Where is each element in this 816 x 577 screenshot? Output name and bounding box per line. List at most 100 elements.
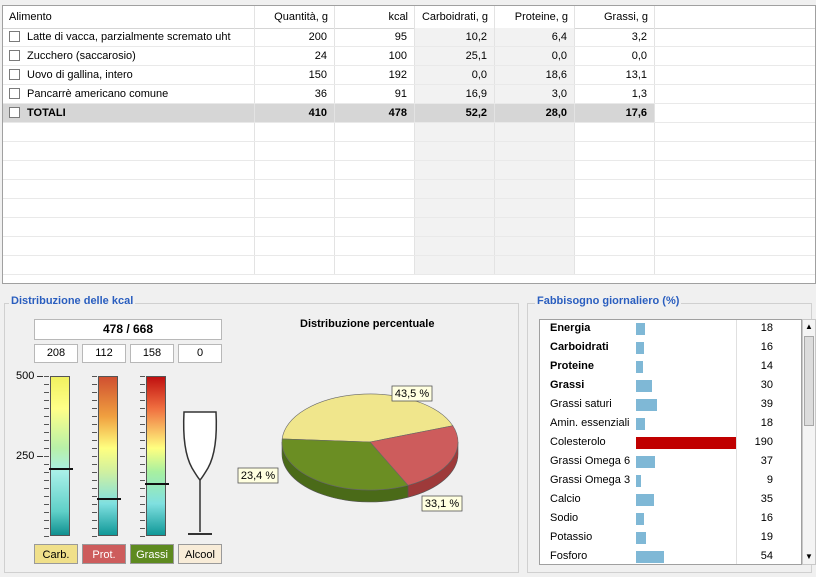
need-row[interactable]: Colesterolo 190 xyxy=(540,434,785,453)
need-row[interactable]: Energia 18 xyxy=(540,320,785,339)
need-bar xyxy=(636,418,645,430)
col-header-grassi[interactable]: Grassi, g xyxy=(575,6,655,28)
need-separator xyxy=(736,548,737,564)
legend-alcohol: Alcool xyxy=(178,544,222,564)
need-row[interactable]: Amin. essenziali 18 xyxy=(540,415,785,434)
scroll-thumb[interactable] xyxy=(804,336,814,426)
empty-cell xyxy=(495,218,575,236)
empty-cell xyxy=(255,199,335,217)
cell-alimento: Zucchero (saccarosio) xyxy=(3,47,255,65)
scale-tick xyxy=(140,512,145,513)
table-row[interactable]: Latte di vacca, parzialmente scremato uh… xyxy=(3,28,815,47)
empty-cell xyxy=(3,123,255,141)
empty-cell xyxy=(255,256,335,274)
need-row[interactable]: Grassi 30 xyxy=(540,377,785,396)
empty-cell xyxy=(495,123,575,141)
need-row[interactable]: Calcio 35 xyxy=(540,491,785,510)
kcal-prot-field: 112 xyxy=(82,344,126,363)
empty-cell xyxy=(3,142,255,160)
need-row[interactable]: Fosforo 54 xyxy=(540,548,785,564)
need-separator xyxy=(736,434,737,453)
empty-cell xyxy=(335,256,415,274)
col-header-kcal[interactable]: kcal xyxy=(335,6,415,28)
scale-tick xyxy=(44,472,49,473)
cell-prot: 28,0 xyxy=(495,104,575,122)
table-row[interactable]: Uovo di gallina, intero 150 192 0,0 18,6 13,1 xyxy=(3,66,815,85)
prot-thermometer xyxy=(97,376,121,536)
need-row[interactable]: Grassi Omega 3 9 xyxy=(540,472,785,491)
needs-list[interactable]: Energia 18 Carboidrati 16 Proteine 14 Grassi 30… xyxy=(539,319,802,565)
scale-tick xyxy=(44,496,49,497)
scale-tick xyxy=(44,408,49,409)
empty-cell xyxy=(415,161,495,179)
food-name: Latte di vacca, parzialmente scremato uh… xyxy=(27,31,231,43)
empty-cell xyxy=(415,142,495,160)
empty-row xyxy=(3,161,815,180)
col-header-carboidrati[interactable]: Carboidrati, g xyxy=(415,6,495,28)
needs-scrollbar[interactable]: ▲ ▼ xyxy=(802,319,816,565)
need-bar xyxy=(636,361,643,373)
need-row[interactable]: Grassi saturi 39 xyxy=(540,396,785,415)
empty-cell xyxy=(255,237,335,255)
empty-cell xyxy=(3,218,255,236)
scale-tick xyxy=(44,536,49,537)
need-row[interactable]: Grassi Omega 6 37 xyxy=(540,453,785,472)
col-header-quantita[interactable]: Quantità, g xyxy=(255,6,335,28)
row-checkbox[interactable] xyxy=(9,31,20,42)
col-header-alimento[interactable]: Alimento xyxy=(3,6,255,28)
need-value: 16 xyxy=(760,512,773,524)
fat-thermometer xyxy=(145,376,169,536)
carb-level-marker xyxy=(49,468,73,470)
scale-tick xyxy=(140,440,145,441)
need-value: 54 xyxy=(760,550,773,562)
total-row[interactable]: TOTALI 410 478 52,2 28,0 17,6 xyxy=(3,104,815,123)
scale-tick xyxy=(140,448,145,449)
food-name: Pancarrè americano comune xyxy=(27,88,169,100)
need-row[interactable]: Carboidrati 16 xyxy=(540,339,785,358)
scale-tick xyxy=(92,528,97,529)
scale-tick xyxy=(92,512,97,513)
cell-fat: 1,3 xyxy=(575,85,655,103)
scale-tick xyxy=(44,424,49,425)
scale-tick xyxy=(140,424,145,425)
cell-alimento: Uovo di gallina, intero xyxy=(3,66,255,84)
scale-tick xyxy=(92,408,97,409)
empty-cell xyxy=(495,161,575,179)
pie-slice-grassi xyxy=(281,438,409,491)
empty-cell xyxy=(415,123,495,141)
cell-fat: 3,2 xyxy=(575,28,655,46)
need-value: 37 xyxy=(760,455,773,467)
row-checkbox[interactable] xyxy=(9,50,20,61)
need-value: 18 xyxy=(760,322,773,334)
need-separator xyxy=(736,510,737,529)
empty-cell xyxy=(3,256,255,274)
table-row[interactable]: Pancarrè americano comune 36 91 16,9 3,0 1,3 xyxy=(3,85,815,104)
empty-cell xyxy=(415,237,495,255)
scale-tick xyxy=(140,400,145,401)
need-row[interactable]: Sodio 16 xyxy=(540,510,785,529)
empty-cell xyxy=(255,123,335,141)
col-header-proteine[interactable]: Proteine, g xyxy=(495,6,575,28)
scale-tick xyxy=(92,376,97,377)
cell-fat: 0,0 xyxy=(575,47,655,65)
need-row[interactable]: Proteine 14 xyxy=(540,358,785,377)
cell-qty: 24 xyxy=(255,47,335,65)
food-name: TOTALI xyxy=(27,107,66,119)
table-row[interactable]: Zucchero (saccarosio) 24 100 25,1 0,0 0,0 xyxy=(3,47,815,66)
scroll-down-icon[interactable]: ▼ xyxy=(805,552,813,561)
need-separator xyxy=(736,320,737,339)
need-row[interactable]: Potassio 19 xyxy=(540,529,785,548)
scroll-up-icon[interactable]: ▲ xyxy=(805,322,813,331)
row-checkbox[interactable] xyxy=(9,107,20,118)
empty-cell xyxy=(415,256,495,274)
row-checkbox[interactable] xyxy=(9,69,20,80)
scale-tick xyxy=(92,472,97,473)
scale-tick xyxy=(44,432,49,433)
row-checkbox[interactable] xyxy=(9,88,20,99)
empty-cell xyxy=(495,256,575,274)
scale-tick xyxy=(92,496,97,497)
need-bar xyxy=(636,494,654,506)
need-separator xyxy=(736,415,737,434)
need-label: Colesterolo xyxy=(550,436,606,448)
legend-fat: Grassi xyxy=(130,544,174,564)
